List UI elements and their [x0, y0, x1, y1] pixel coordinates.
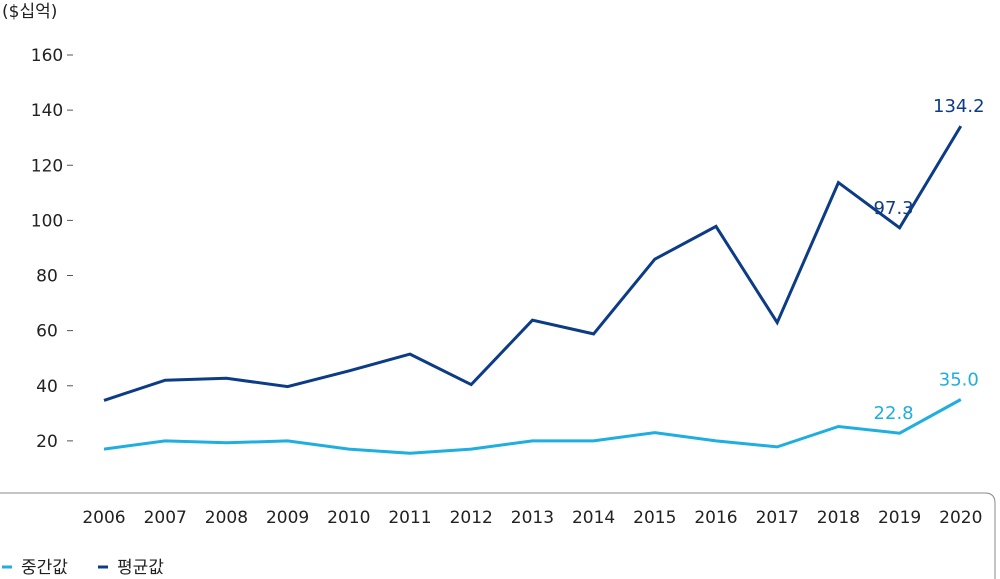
- legend-label-0: 중간값: [21, 558, 68, 578]
- y-tick-label: 40: [36, 377, 58, 397]
- y-tick-label: 140: [31, 101, 63, 121]
- x-tick-label: 2009: [266, 508, 309, 528]
- y-axis: 20 40 60 80 100 120 140 160: [31, 46, 73, 452]
- data-label: 35.0: [939, 370, 979, 391]
- data-label: 97.3: [874, 198, 914, 219]
- legend: 중간값 평균값: [2, 558, 164, 578]
- y-tick-label: 80: [36, 267, 58, 287]
- x-axis: 2006 2007 2008 2009 2010 2011 2012 2013 2014 2015…: [82, 508, 982, 528]
- x-tick-label: 2010: [327, 508, 370, 528]
- x-tick-label: 2017: [756, 508, 799, 528]
- y-tick-label: 60: [36, 322, 58, 342]
- chart-frame: [0, 492, 996, 579]
- unit-label: ($십억): [2, 2, 57, 22]
- x-tick-label: 2020: [939, 508, 982, 528]
- data-labels: 22.8 35.0 97.3 134.2: [874, 96, 985, 424]
- data-label: 22.8: [874, 403, 914, 424]
- x-tick-label: 2019: [878, 508, 921, 528]
- y-tick-label: 100: [31, 211, 63, 231]
- y-tick-label: 20: [36, 432, 58, 452]
- x-tick-label: 2007: [144, 508, 187, 528]
- x-tick-label: 2006: [82, 508, 125, 528]
- y-tick-label: 120: [31, 156, 63, 176]
- x-tick-label: 2011: [388, 508, 431, 528]
- legend-label-1: 평균값: [117, 558, 164, 578]
- series-lines: [103, 125, 963, 455]
- series-line-1: [103, 125, 963, 402]
- x-tick-label: 2015: [633, 508, 676, 528]
- x-tick-label: 2013: [511, 508, 554, 528]
- x-tick-label: 2018: [817, 508, 860, 528]
- y-tick-label: 160: [31, 46, 63, 66]
- x-tick-label: 2012: [450, 508, 493, 528]
- series-line-0: [103, 398, 962, 455]
- x-tick-label: 2016: [694, 508, 737, 528]
- data-label: 134.2: [933, 96, 985, 117]
- x-tick-label: 2014: [572, 508, 615, 528]
- x-tick-label: 2008: [205, 508, 248, 528]
